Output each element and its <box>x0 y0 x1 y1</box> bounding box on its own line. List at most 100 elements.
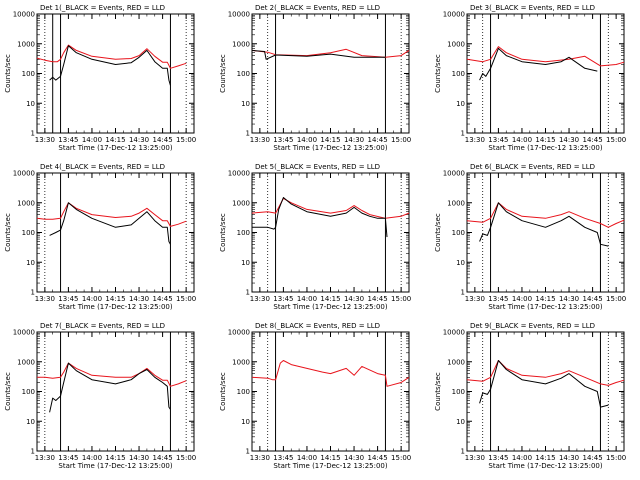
y-tick-label: 1 <box>246 289 250 297</box>
x-axis-label: Start Time (17-Dec-12 13:25:00) <box>58 144 172 152</box>
y-tick-label: 1 <box>31 289 35 297</box>
x-tick-label: 13:30 <box>35 295 55 303</box>
panel-title: Det 7(_BLACK = Events, RED = LLD <box>40 322 165 330</box>
y-tick-label: 1 <box>31 130 35 138</box>
x-tick-label: 13:45 <box>488 454 508 462</box>
y-tick-label: 1000 <box>17 40 35 48</box>
y-tick-label: 1 <box>246 448 250 456</box>
y-tick-label: 10000 <box>13 170 35 178</box>
lld-series-line <box>466 360 625 386</box>
y-tick-label: 10000 <box>443 329 465 337</box>
x-tick-label: 14:15 <box>105 295 125 303</box>
x-tick-label: 14:45 <box>583 295 603 303</box>
x-tick-label: 14:00 <box>297 295 317 303</box>
x-tick-label: 15:00 <box>606 136 626 144</box>
panel-title: Det 1(_BLACK = Events, RED = LLD <box>40 4 165 12</box>
panel-title: Det 4(_BLACK = Events, RED = LLD <box>40 163 165 171</box>
x-tick-label: 13:30 <box>465 136 485 144</box>
chart-panel-6: Det 6(_BLACK = Events, RED = LLD 1 10 100 10… <box>434 163 626 311</box>
x-tick-label: 15:00 <box>391 136 411 144</box>
lld-series-line <box>37 362 187 387</box>
lld-series-line <box>251 360 410 387</box>
panel-title: Det 6(_BLACK = Events, RED = LLD <box>470 163 595 171</box>
lld-series-line <box>251 197 410 219</box>
y-tick-label: 10000 <box>443 11 465 19</box>
events-series-line <box>479 360 609 408</box>
y-tick-label: 10 <box>241 259 250 267</box>
lld-series-line <box>466 46 625 67</box>
y-tick-label: 100 <box>452 388 465 396</box>
chart-panel-4: Det 4(_BLACK = Events, RED = LLD 1 10 100 10… <box>4 163 196 311</box>
y-tick-label: 100 <box>452 70 465 78</box>
y-tick-label: 100 <box>237 229 250 237</box>
x-tick-label: 14:00 <box>297 136 317 144</box>
y-tick-label: 100 <box>22 70 35 78</box>
x-tick-label: 14:30 <box>129 136 149 144</box>
chart-panel-2: Det 2(_BLACK = Events, RED = LLD 1 10 100 10… <box>219 4 411 152</box>
y-tick-label: 1 <box>461 289 465 297</box>
y-tick-label: 1000 <box>447 199 465 207</box>
x-axis-label: Start Time (17-Dec-12 13:25:00) <box>273 303 387 311</box>
y-tick-label: 1000 <box>232 358 250 366</box>
y-tick-label: 1000 <box>232 199 250 207</box>
y-tick-label: 10000 <box>13 329 35 337</box>
x-tick-label: 14:00 <box>512 454 532 462</box>
y-tick-label: 10 <box>456 418 465 426</box>
y-axis-label: Counts/sec <box>434 54 442 93</box>
y-tick-label: 1000 <box>232 40 250 48</box>
y-tick-label: 10 <box>241 100 250 108</box>
x-tick-label: 13:30 <box>35 136 55 144</box>
x-tick-label: 14:45 <box>583 136 603 144</box>
chart-panel-9: Det 9(_BLACK = Events, RED = LLD 1 10 100 10… <box>434 322 626 470</box>
y-tick-label: 10 <box>456 259 465 267</box>
x-tick-label: 13:45 <box>273 454 293 462</box>
x-tick-label: 14:30 <box>559 136 579 144</box>
x-tick-label: 13:45 <box>58 454 78 462</box>
y-tick-label: 1000 <box>447 358 465 366</box>
x-tick-label: 14:15 <box>320 295 340 303</box>
y-axis-label: Counts/sec <box>219 372 227 411</box>
x-axis-label: Start Time (17-Dec-12 13:25:00) <box>488 462 602 470</box>
y-tick-label: 10 <box>456 100 465 108</box>
events-series-line <box>479 202 609 247</box>
events-series-line <box>49 362 171 413</box>
x-tick-label: 13:45 <box>488 295 508 303</box>
x-tick-label: 13:30 <box>250 136 270 144</box>
y-axis-label: Counts/sec <box>219 54 227 93</box>
y-tick-label: 10000 <box>13 11 35 19</box>
y-tick-label: 1 <box>246 130 250 138</box>
y-tick-label: 10 <box>26 418 35 426</box>
x-tick-label: 13:30 <box>250 295 270 303</box>
y-tick-label: 10000 <box>443 170 465 178</box>
x-tick-label: 13:45 <box>58 136 78 144</box>
lld-series-line <box>36 202 187 227</box>
x-tick-label: 14:30 <box>344 454 364 462</box>
x-tick-label: 15:00 <box>606 295 626 303</box>
y-tick-label: 1 <box>461 448 465 456</box>
lld-series-line <box>36 44 187 69</box>
panel-title: Det 3(_BLACK = Events, RED = LLD <box>470 4 595 12</box>
chart-panel-3: Det 3(_BLACK = Events, RED = LLD 1 10 100 10… <box>434 4 626 152</box>
x-tick-label: 14:30 <box>344 295 364 303</box>
x-tick-label: 14:00 <box>512 136 532 144</box>
x-tick-label: 13:45 <box>273 136 293 144</box>
x-tick-label: 13:30 <box>465 295 485 303</box>
y-tick-label: 10 <box>26 100 35 108</box>
x-axis-label: Start Time (17-Dec-12 13:25:00) <box>58 303 172 311</box>
lld-series-line <box>466 202 625 228</box>
x-tick-label: 14:30 <box>344 136 364 144</box>
x-tick-label: 14:45 <box>153 136 173 144</box>
x-tick-label: 14:45 <box>368 454 388 462</box>
y-tick-label: 100 <box>237 70 250 78</box>
chart-panel-7: Det 7(_BLACK = Events, RED = LLD 1 10 100 10… <box>4 322 196 470</box>
x-tick-label: 15:00 <box>176 454 196 462</box>
x-tick-label: 14:30 <box>559 295 579 303</box>
x-tick-label: 14:30 <box>129 295 149 303</box>
x-tick-label: 14:15 <box>535 454 555 462</box>
x-tick-label: 14:45 <box>368 295 388 303</box>
x-tick-label: 14:00 <box>82 295 102 303</box>
x-axis-label: Start Time (17-Dec-12 13:25:00) <box>58 462 172 470</box>
x-tick-label: 14:15 <box>535 136 555 144</box>
chart-panel-5: Det 5(_BLACK = Events, RED = LLD 1 10 100 10… <box>219 163 411 311</box>
y-tick-label: 1000 <box>17 358 35 366</box>
